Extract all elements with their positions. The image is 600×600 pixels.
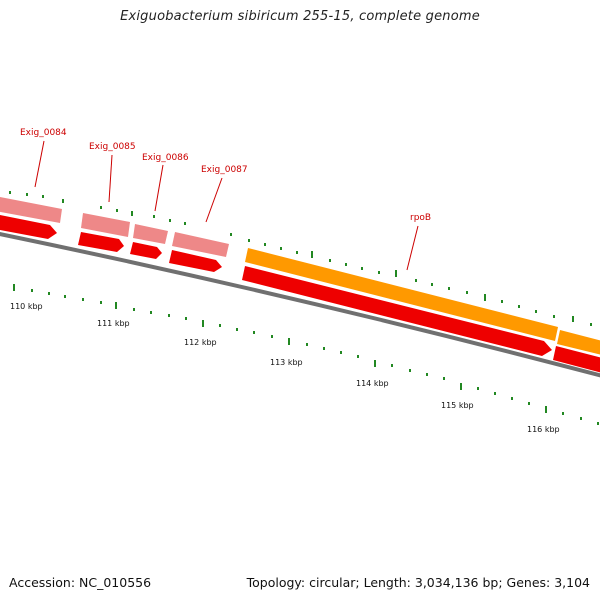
- gene-rpob-upper: [245, 248, 558, 341]
- scale-label-113kbp: 113 kbp: [270, 358, 303, 367]
- gene-label-exig-0085: Exig_0085: [89, 142, 136, 152]
- scale-label-116kbp: 116 kbp: [527, 425, 560, 434]
- genome-backbone: [0, 232, 600, 378]
- cds-next: [553, 346, 600, 373]
- cds-exig-0084: [0, 215, 57, 239]
- accession-text: Accession: NC_010556: [9, 575, 152, 590]
- cds-exig-0087: [169, 250, 222, 272]
- outer-tick-ruler: [9, 191, 592, 326]
- gene-exig-0085-upper: [81, 213, 130, 237]
- scale-label-115kbp: 115 kbp: [441, 401, 474, 410]
- cds-exig-0086: [130, 242, 162, 259]
- gene-next-upper: [557, 330, 600, 355]
- scale-label-114kbp: 114 kbp: [356, 379, 389, 388]
- inner-scale-ruler: [13, 284, 599, 425]
- gene-exig-0086-upper: [133, 224, 168, 244]
- gene-track-lower: [0, 215, 600, 373]
- map-title: Exiguobacterium sibiricum 255-15, comple…: [120, 9, 480, 24]
- gene-track-upper: [0, 196, 600, 355]
- gene-exig-0084-upper: [0, 196, 62, 223]
- gene-label-exig-0086: Exig_0086: [142, 153, 189, 163]
- gene-label-exig-0087: Exig_0087: [201, 165, 248, 175]
- scale-label-112kbp: 112 kbp: [184, 338, 217, 347]
- scale-label-110kbp: 110 kbp: [10, 302, 43, 311]
- label-leaders: [34, 140, 419, 271]
- gene-label-rpob: rpoB: [410, 213, 431, 223]
- cds-rpob: [242, 266, 552, 356]
- gene-exig-0087-upper: [172, 232, 229, 257]
- gene-label-exig-0084: Exig_0084: [20, 128, 67, 138]
- genome-summary-text: Topology: circular; Length: 3,034,136 bp…: [246, 575, 590, 590]
- cds-exig-0085: [78, 232, 124, 252]
- scale-label-111kbp: 111 kbp: [97, 319, 130, 328]
